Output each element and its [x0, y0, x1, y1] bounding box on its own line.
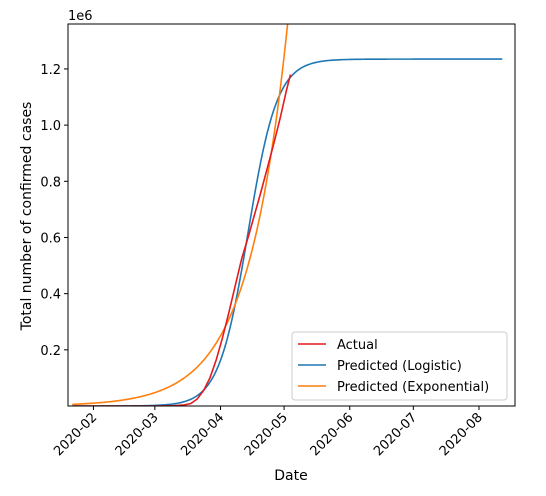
x-tick-label: 2020-02 — [51, 410, 100, 459]
legend: Actual Predicted (Logistic) Predicted (Exp… — [291, 331, 508, 401]
y-tick-label: 1.2 — [40, 63, 61, 78]
x-axis: 2020-02 2020-03 2020-04 2020-05 2020-06 2020-… — [51, 406, 486, 459]
y-tick-label: 0.6 — [40, 231, 61, 246]
x-axis-label: Date — [274, 468, 307, 484]
legend-label: Predicted (Logistic) — [337, 359, 462, 374]
x-tick-label: 2020-08 — [437, 410, 486, 459]
legend-box — [291, 331, 508, 401]
y-tick-label: 0.4 — [40, 288, 61, 303]
y-axis-label: Total number of confirmed cases — [19, 102, 35, 332]
x-tick-label: 2020-04 — [178, 410, 227, 459]
y-axis: 0.2 0.4 0.6 0.8 1.0 1.2 — [40, 63, 68, 359]
y-tick-label: 1.0 — [40, 119, 61, 134]
plot-frame — [67, 23, 516, 407]
y-offset-label: 1e6 — [68, 9, 93, 24]
legend-label: Predicted (Exponential) — [337, 380, 489, 395]
series-line-0 — [72, 74, 292, 406]
y-tick-label: 0.2 — [40, 344, 61, 359]
legend-label: Actual — [337, 338, 378, 353]
x-tick-label: 2020-07 — [371, 410, 420, 459]
series-line-2 — [72, 24, 289, 406]
x-tick-label: 2020-05 — [242, 410, 291, 459]
x-tick-label: 2020-06 — [308, 410, 357, 459]
y-tick-label: 0.8 — [40, 175, 61, 190]
x-tick-label: 2020-03 — [113, 410, 162, 459]
